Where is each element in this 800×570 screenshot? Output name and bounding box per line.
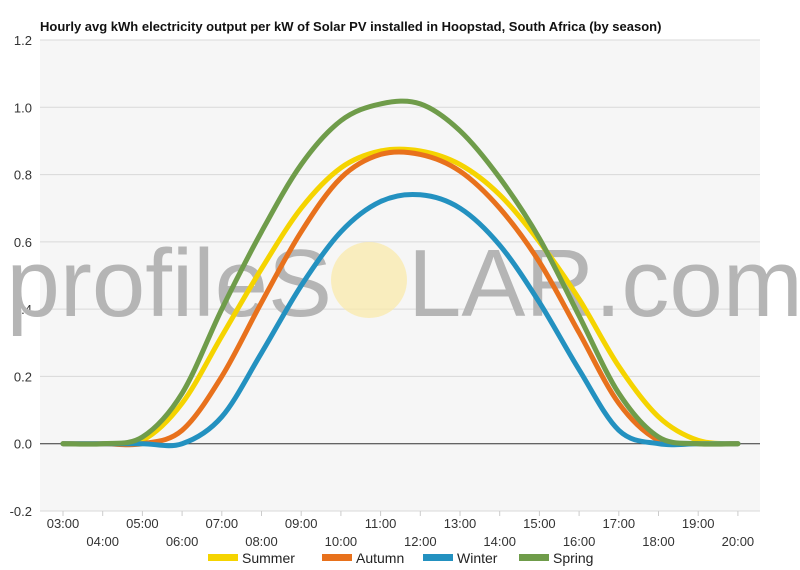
legend-swatch-spring bbox=[519, 554, 549, 561]
x-tick-label: 07:00 bbox=[206, 516, 239, 531]
watermark: profileS LAR.com bbox=[7, 230, 800, 337]
gridlines bbox=[40, 39, 760, 512]
x-tick-label: 11:00 bbox=[365, 516, 397, 531]
y-tick-label: 0.0 bbox=[14, 437, 32, 452]
watermark-text-left: profileS bbox=[7, 230, 333, 337]
y-tick-label: 0.6 bbox=[14, 235, 32, 250]
x-tick-label: 18:00 bbox=[642, 534, 675, 549]
legend-swatch-summer bbox=[208, 554, 238, 561]
series-line-winter bbox=[60, 191, 741, 449]
series-line-spring bbox=[60, 98, 741, 447]
x-tick-label: 08:00 bbox=[245, 534, 278, 549]
legend-label-summer: Summer bbox=[242, 550, 295, 566]
legend-swatch-autumn bbox=[322, 554, 352, 561]
x-tick-label: 16:00 bbox=[563, 534, 596, 549]
legend-label-spring: Spring bbox=[553, 550, 593, 566]
x-tick-label: 17:00 bbox=[603, 516, 636, 531]
y-tick-label: 0.2 bbox=[14, 369, 32, 384]
legend-item-autumn[interactable]: Autumn bbox=[322, 550, 404, 566]
legend-item-winter[interactable]: Winter bbox=[423, 550, 498, 566]
y-tick-label: -0.2 bbox=[10, 504, 32, 519]
x-axis-ticks: 03:00 04:00 05:00 06:00 07:00 08:00 09:00 10:00… bbox=[47, 511, 754, 549]
series-line-autumn bbox=[60, 149, 741, 448]
y-tick-label: 1.0 bbox=[14, 100, 32, 115]
x-tick-label: 06:00 bbox=[166, 534, 199, 549]
x-tick-label: 12:00 bbox=[404, 534, 437, 549]
x-tick-label: 05:00 bbox=[126, 516, 159, 531]
legend-label-winter: Winter bbox=[457, 550, 498, 566]
watermark-text-right: LAR.com bbox=[408, 230, 800, 337]
x-tick-label: 19:00 bbox=[682, 516, 715, 531]
series-line-summer bbox=[60, 146, 741, 447]
y-tick-label: 1.2 bbox=[14, 33, 32, 48]
legend[interactable]: Summer Autumn Winter Spring bbox=[208, 550, 593, 566]
y-tick-label: 0.8 bbox=[14, 168, 32, 183]
x-tick-label: 09:00 bbox=[285, 516, 318, 531]
x-tick-label: 10:00 bbox=[325, 534, 358, 549]
x-tick-label: 04:00 bbox=[86, 534, 119, 549]
y-axis-ticks: -0.2 0.0 0.2 0.4 0.6 0.8 1.0 1.2 bbox=[10, 33, 32, 519]
x-tick-label: 14:00 bbox=[483, 534, 516, 549]
x-tick-label: 15:00 bbox=[523, 516, 556, 531]
legend-swatch-winter bbox=[423, 554, 453, 561]
legend-label-autumn: Autumn bbox=[356, 550, 404, 566]
x-tick-label: 13:00 bbox=[444, 516, 477, 531]
x-tick-label: 03:00 bbox=[47, 516, 80, 531]
chart-title: Hourly avg kWh electricity output per kW… bbox=[40, 19, 662, 34]
watermark-sun-logo bbox=[331, 242, 407, 318]
legend-item-summer[interactable]: Summer bbox=[208, 550, 295, 566]
x-tick-label: 20:00 bbox=[722, 534, 755, 549]
y-tick-label: 0.4 bbox=[14, 302, 32, 317]
series-lines bbox=[60, 98, 741, 449]
legend-item-spring[interactable]: Spring bbox=[519, 550, 593, 566]
